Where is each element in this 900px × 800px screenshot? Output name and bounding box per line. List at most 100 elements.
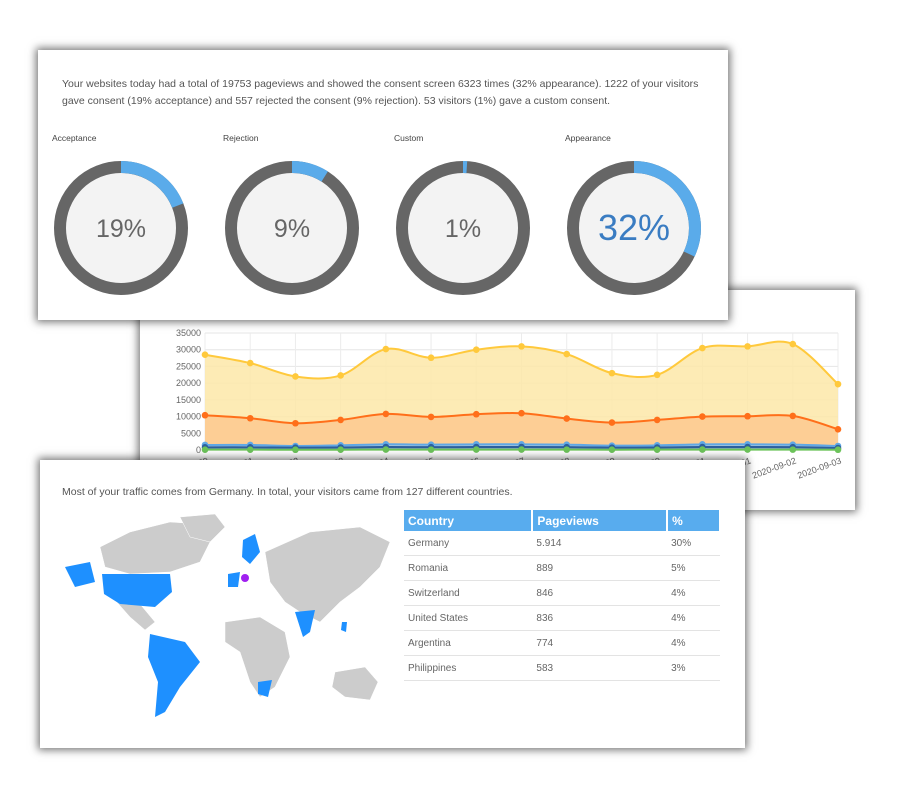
data-point [382, 446, 390, 453]
y-tick-label: 15000 [176, 395, 201, 405]
table-row: Switzerland 846 4% [404, 580, 720, 606]
donut-appearance: 32% [567, 161, 701, 295]
table-cell: 5% [667, 555, 720, 581]
data-point [201, 446, 209, 453]
data-point [382, 345, 390, 353]
data-point [246, 414, 254, 422]
data-point [427, 354, 435, 362]
data-point [608, 369, 616, 377]
data-point [699, 446, 706, 453]
y-tick-label: 10000 [176, 412, 201, 422]
data-point [699, 413, 706, 420]
data-point [292, 446, 299, 454]
data-point [382, 410, 390, 418]
data-point [744, 412, 751, 420]
data-point [427, 446, 435, 453]
table-cell: 4% [667, 580, 720, 606]
pageviews-chart: 0500010000150002000025000300003500020-20… [176, 328, 843, 481]
data-point [472, 346, 480, 354]
table-row: Germany 5.914 30% [404, 531, 720, 556]
data-point [834, 380, 842, 388]
map-germany [241, 574, 249, 582]
data-point [427, 413, 435, 421]
summary-text: Your websites today had a total of 19753… [62, 78, 699, 107]
data-point [201, 411, 209, 419]
table-cell: Switzerland [404, 580, 533, 606]
table-cell: 3% [667, 655, 720, 681]
map-philippines [341, 622, 347, 632]
data-point [292, 373, 299, 380]
data-point [608, 419, 616, 426]
table-cell: Germany [404, 531, 533, 556]
donut-acceptance: 19% [54, 161, 188, 295]
data-point [518, 409, 525, 417]
donut-value: 19% [96, 215, 146, 243]
data-point [201, 351, 209, 359]
data-point [472, 410, 480, 418]
donut-fill [54, 161, 188, 295]
map-europe-west [228, 572, 240, 587]
consent-summary-card: Your websites today had a total of 19753… [38, 50, 728, 320]
table-row: Romania 889 5% [404, 555, 720, 581]
data-point [337, 446, 344, 453]
donut-value: 9% [274, 215, 310, 243]
table-cell: 836 [532, 605, 668, 631]
data-point [653, 416, 661, 424]
map-greenland [179, 513, 226, 543]
y-tick-label: 25000 [176, 361, 201, 371]
table-row: United States 836 4% [404, 605, 720, 631]
donut-custom: 1% [396, 161, 530, 295]
map-south-america [148, 634, 200, 717]
y-tick-label: 20000 [176, 378, 201, 388]
table-cell: 30% [667, 531, 720, 556]
donut-value: 32% [598, 207, 670, 248]
data-point [699, 344, 706, 352]
table-cell: Romania [404, 555, 533, 581]
y-tick-label: 5000 [181, 428, 201, 438]
donut-value: 1% [445, 215, 481, 243]
table-row: Argentina 774 4% [404, 630, 720, 656]
y-tick-label: 35000 [176, 328, 201, 338]
donut-fill [567, 161, 701, 295]
table-cell: 846 [532, 580, 668, 606]
data-point [518, 343, 525, 350]
traffic-text: Most of your traffic comes from Germany.… [62, 486, 513, 498]
donut-rejection: 9% [225, 161, 359, 295]
x-tick-label: 2020-09-03 [796, 455, 843, 480]
donut-label: Appearance [565, 133, 611, 143]
data-point [653, 371, 661, 379]
data-point [563, 350, 571, 358]
map-canada [99, 521, 211, 575]
series-area [205, 412, 838, 450]
table-cell: 583 [532, 655, 668, 681]
table-cell: Philippines [404, 655, 533, 681]
map-africa [224, 616, 291, 698]
data-point [563, 415, 571, 422]
column-header: Country [404, 510, 534, 531]
donut-label: Rejection [223, 133, 259, 143]
table-cell: United States [404, 605, 533, 631]
data-point [789, 446, 797, 453]
table-cell: Argentina [404, 630, 533, 656]
map-india [295, 610, 315, 637]
data-point [292, 419, 299, 427]
map-usa [102, 574, 172, 607]
world-map [65, 513, 390, 717]
data-point [653, 446, 661, 453]
x-tick-label: 2020-09-02 [751, 455, 798, 480]
data-point [789, 340, 797, 348]
table-cell: 5.914 [532, 531, 668, 556]
map-russia-asia [264, 526, 390, 623]
y-tick-label: 0 [196, 445, 201, 455]
table-cell: 4% [667, 605, 720, 631]
table-cell: 4% [667, 630, 720, 656]
data-point [744, 446, 751, 453]
data-point [246, 446, 254, 453]
traffic-card: Most of your traffic comes from Germany.… [40, 460, 745, 748]
data-point [337, 372, 344, 379]
table-cell: 889 [532, 555, 668, 581]
data-point [834, 446, 842, 454]
column-header: % [667, 510, 721, 531]
data-point [789, 412, 797, 420]
data-point [744, 343, 751, 350]
